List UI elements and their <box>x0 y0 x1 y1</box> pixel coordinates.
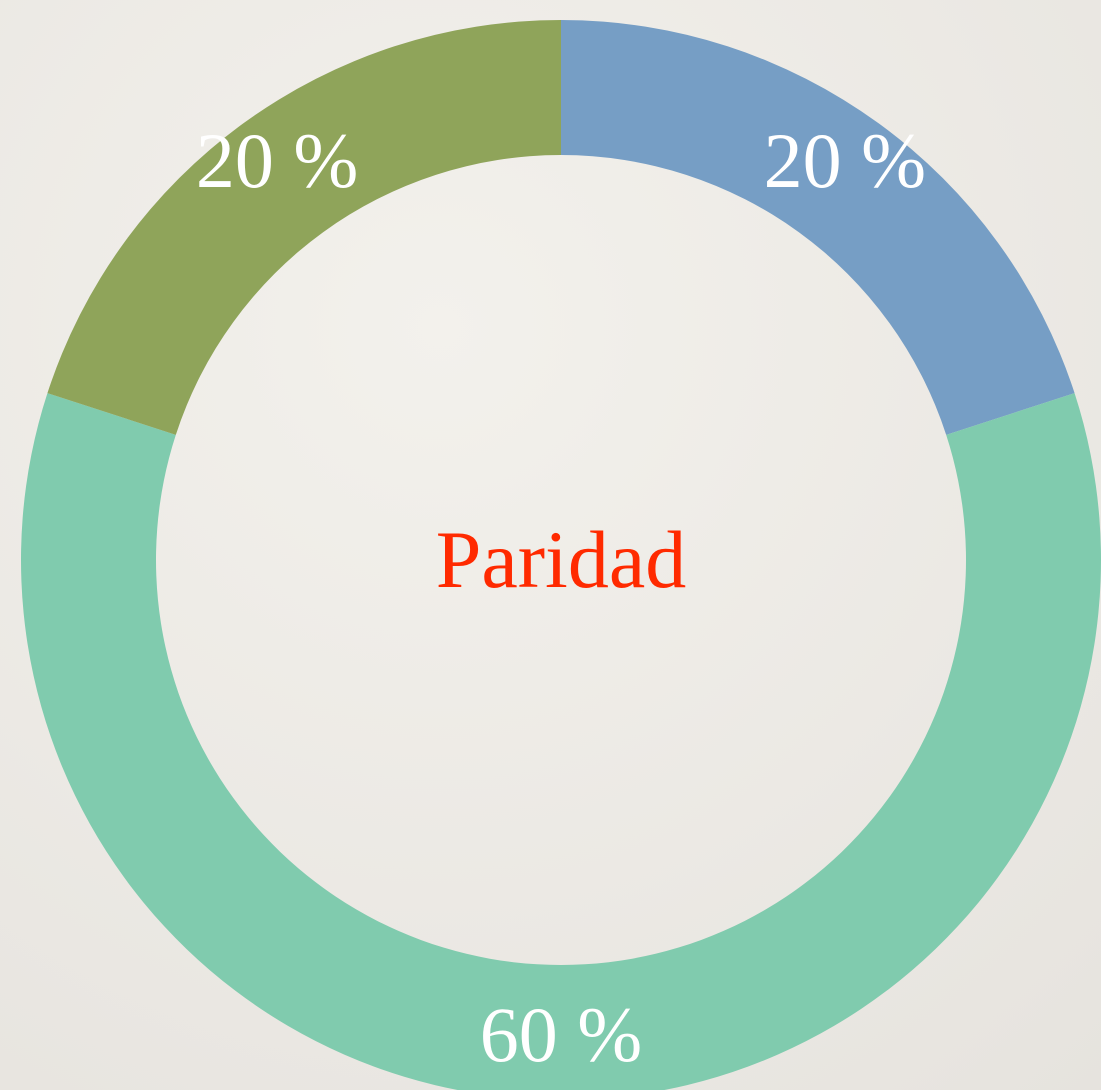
donut-segment <box>47 20 561 435</box>
value-label: 20 % <box>196 117 358 204</box>
center-label: Paridad <box>436 514 686 605</box>
donut-segment <box>21 393 1101 1090</box>
value-label: 60 % <box>480 991 642 1078</box>
value-label: 20 % <box>764 117 926 204</box>
donut-segment <box>561 20 1075 435</box>
donut <box>21 20 1101 1090</box>
